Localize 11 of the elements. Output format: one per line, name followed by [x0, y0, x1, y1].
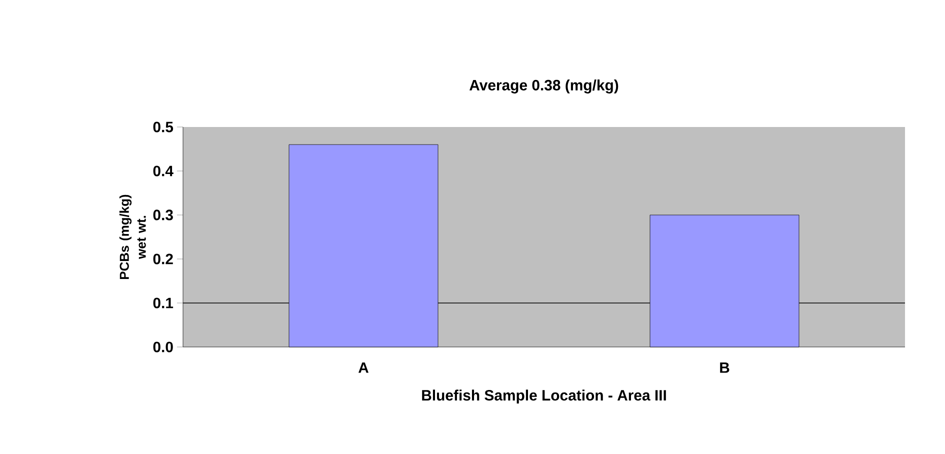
y-tick-label: 0.5: [153, 122, 174, 132]
x-tick-label: A: [358, 362, 369, 373]
chart-title: Average 0.38 (mg/kg): [469, 80, 618, 94]
y-tick-label: 0.0: [153, 342, 173, 352]
x-axis-title: Bluefish Sample Location - Area III: [422, 390, 666, 404]
y-tick-label: 0.2: [153, 254, 173, 264]
y-tick-label: 0.4: [153, 166, 174, 176]
y-axis-title: PCBs (mg/kg) wet wt.: [119, 194, 146, 279]
y-tick-label: 0.1: [153, 298, 174, 308]
y-tick-label: 0.3: [153, 210, 173, 220]
x-tick-label: B: [720, 362, 730, 373]
